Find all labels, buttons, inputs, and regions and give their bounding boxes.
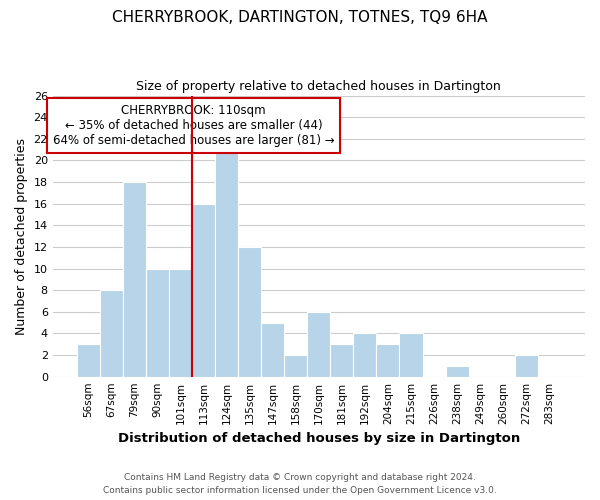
Bar (261, 322, 284, 376)
Bar (400, 334, 422, 376)
Bar (77, 344, 100, 376)
Bar (146, 268, 169, 376)
Bar (100, 290, 123, 376)
Bar (353, 334, 376, 376)
Y-axis label: Number of detached properties: Number of detached properties (15, 138, 28, 334)
Bar (169, 268, 192, 376)
Text: CHERRYBROOK, DARTINGTON, TOTNES, TQ9 6HA: CHERRYBROOK, DARTINGTON, TOTNES, TQ9 6HA (112, 10, 488, 25)
Bar (307, 312, 331, 376)
Bar (446, 366, 469, 376)
Bar (331, 344, 353, 376)
Text: CHERRYBROOK: 110sqm
← 35% of detached houses are smaller (44)
64% of semi-detach: CHERRYBROOK: 110sqm ← 35% of detached ho… (53, 104, 335, 147)
Bar (376, 344, 400, 376)
Title: Size of property relative to detached houses in Dartington: Size of property relative to detached ho… (136, 80, 501, 93)
Text: Contains HM Land Registry data © Crown copyright and database right 2024.
Contai: Contains HM Land Registry data © Crown c… (103, 473, 497, 495)
Bar (123, 182, 146, 376)
Bar (238, 247, 261, 376)
Bar (192, 204, 215, 376)
Bar (284, 355, 307, 376)
Bar (515, 355, 538, 376)
X-axis label: Distribution of detached houses by size in Dartington: Distribution of detached houses by size … (118, 432, 520, 445)
Bar (215, 150, 238, 376)
